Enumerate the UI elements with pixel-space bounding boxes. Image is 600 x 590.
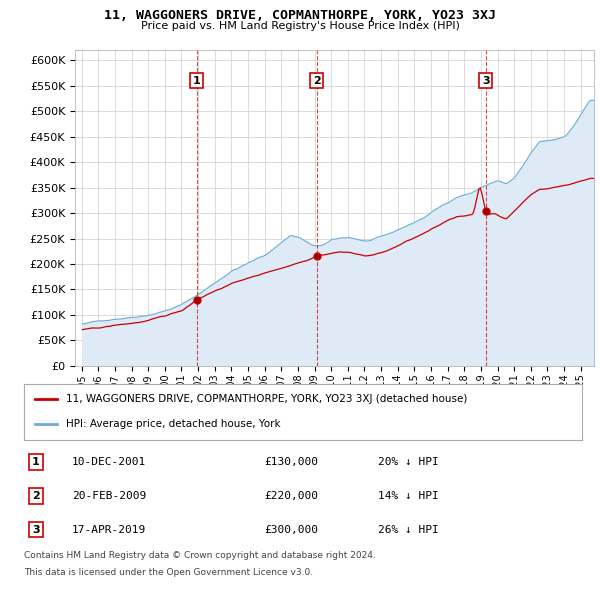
- Text: £220,000: £220,000: [264, 491, 318, 501]
- Text: 1: 1: [32, 457, 40, 467]
- Text: HPI: Average price, detached house, York: HPI: Average price, detached house, York: [66, 419, 280, 429]
- Text: 26% ↓ HPI: 26% ↓ HPI: [378, 525, 439, 535]
- Text: 11, WAGGONERS DRIVE, COPMANTHORPE, YORK, YO23 3XJ (detached house): 11, WAGGONERS DRIVE, COPMANTHORPE, YORK,…: [66, 394, 467, 404]
- Text: Price paid vs. HM Land Registry's House Price Index (HPI): Price paid vs. HM Land Registry's House …: [140, 21, 460, 31]
- Text: Contains HM Land Registry data © Crown copyright and database right 2024.: Contains HM Land Registry data © Crown c…: [24, 551, 376, 560]
- Text: £130,000: £130,000: [264, 457, 318, 467]
- Text: 3: 3: [32, 525, 40, 535]
- Text: 2: 2: [313, 76, 320, 86]
- Text: 20% ↓ HPI: 20% ↓ HPI: [378, 457, 439, 467]
- Text: This data is licensed under the Open Government Licence v3.0.: This data is licensed under the Open Gov…: [24, 568, 313, 576]
- Text: £300,000: £300,000: [264, 525, 318, 535]
- Text: 17-APR-2019: 17-APR-2019: [72, 525, 146, 535]
- Text: 10-DEC-2001: 10-DEC-2001: [72, 457, 146, 467]
- Text: 20-FEB-2009: 20-FEB-2009: [72, 491, 146, 501]
- Text: 2: 2: [32, 491, 40, 501]
- Text: 3: 3: [482, 76, 490, 86]
- Text: 11, WAGGONERS DRIVE, COPMANTHORPE, YORK, YO23 3XJ: 11, WAGGONERS DRIVE, COPMANTHORPE, YORK,…: [104, 9, 496, 22]
- Text: 1: 1: [193, 76, 200, 86]
- Text: 14% ↓ HPI: 14% ↓ HPI: [378, 491, 439, 501]
